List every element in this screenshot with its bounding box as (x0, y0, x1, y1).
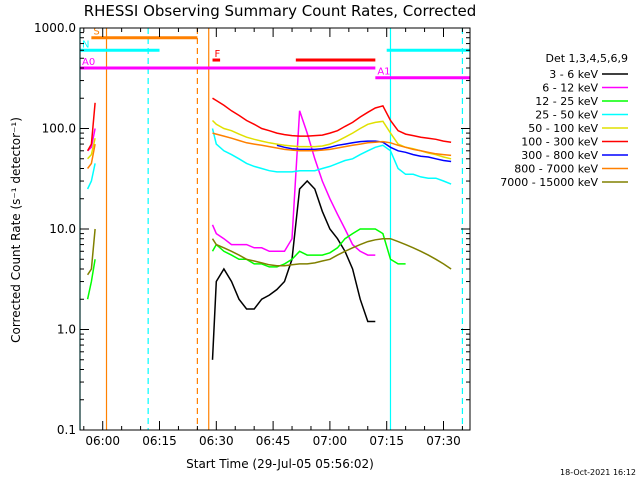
series-line (87, 138, 96, 160)
series-line (211, 128, 452, 185)
series-line (86, 228, 96, 276)
legend-entry-label: 50 - 100 keV (528, 122, 598, 135)
status-bar-label: S (93, 27, 99, 38)
legend-entry-label: 7000 - 15000 keV (500, 176, 598, 189)
status-bar-label: A1 (377, 67, 390, 78)
x-axis: 06:00 06:15 06:30 06:45 07:00 07:15 07:30 (83, 28, 463, 448)
y-tick-label: 1000.0 (34, 21, 76, 35)
status-bar-label: N (82, 39, 89, 50)
x-tick-label: 06:30 (199, 434, 234, 448)
legend-entry-label: 100 - 300 keV (521, 136, 598, 149)
series-line (211, 228, 406, 268)
series-line (211, 110, 376, 256)
series-line (276, 140, 452, 163)
y-tick-label: 10.0 (49, 222, 76, 236)
legend-entry-label: 300 - 800 keV (521, 149, 598, 162)
status-bar-label: A0 (82, 57, 95, 68)
series-line (86, 259, 96, 300)
legend-entry-label: 12 - 25 keV (535, 95, 598, 108)
series-line (86, 163, 96, 190)
y-tick-label: 0.1 (57, 423, 76, 437)
status-bars: SN F A0 A1 (80, 27, 470, 80)
legend-title: Det 1,3,4,5,6,9 (545, 52, 628, 65)
legend-entry-label: 800 - 7000 keV (514, 163, 598, 176)
legend-entry-label: 6 - 12 keV (542, 82, 598, 95)
status-bar-label: F (215, 49, 221, 60)
y-axis-label: Corrected Count Rate (s⁻¹ detector⁻¹) (9, 117, 23, 343)
y-tick-label: 1.0 (57, 323, 76, 337)
series-line (211, 237, 452, 270)
x-tick-label: 07:00 (313, 434, 348, 448)
y-tick-label: 100.0 (42, 122, 76, 136)
x-tick-label: 06:45 (256, 434, 291, 448)
footer-date: 18-Oct-2021 16:12 (560, 468, 636, 477)
x-tick-label: 06:00 (85, 434, 120, 448)
series-line (212, 97, 452, 143)
legend-entry-label: 3 - 6 keV (549, 68, 598, 81)
x-axis-label: Start Time (29-Jul-05 05:56:02) (186, 457, 374, 471)
series-line (86, 143, 96, 169)
y-axis: 0.1 1.0 10.0 100.0 1000.0 (34, 21, 470, 437)
legend-entry-label: 25 - 50 keV (535, 109, 598, 122)
x-tick-label: 07:30 (426, 434, 461, 448)
chart-title: RHESSI Observing Summary Count Rates, Co… (84, 2, 477, 20)
series-line (86, 102, 96, 152)
series (86, 97, 452, 360)
x-tick-label: 06:15 (142, 434, 177, 448)
x-tick-label: 07:15 (369, 434, 404, 448)
series-line (212, 132, 452, 157)
